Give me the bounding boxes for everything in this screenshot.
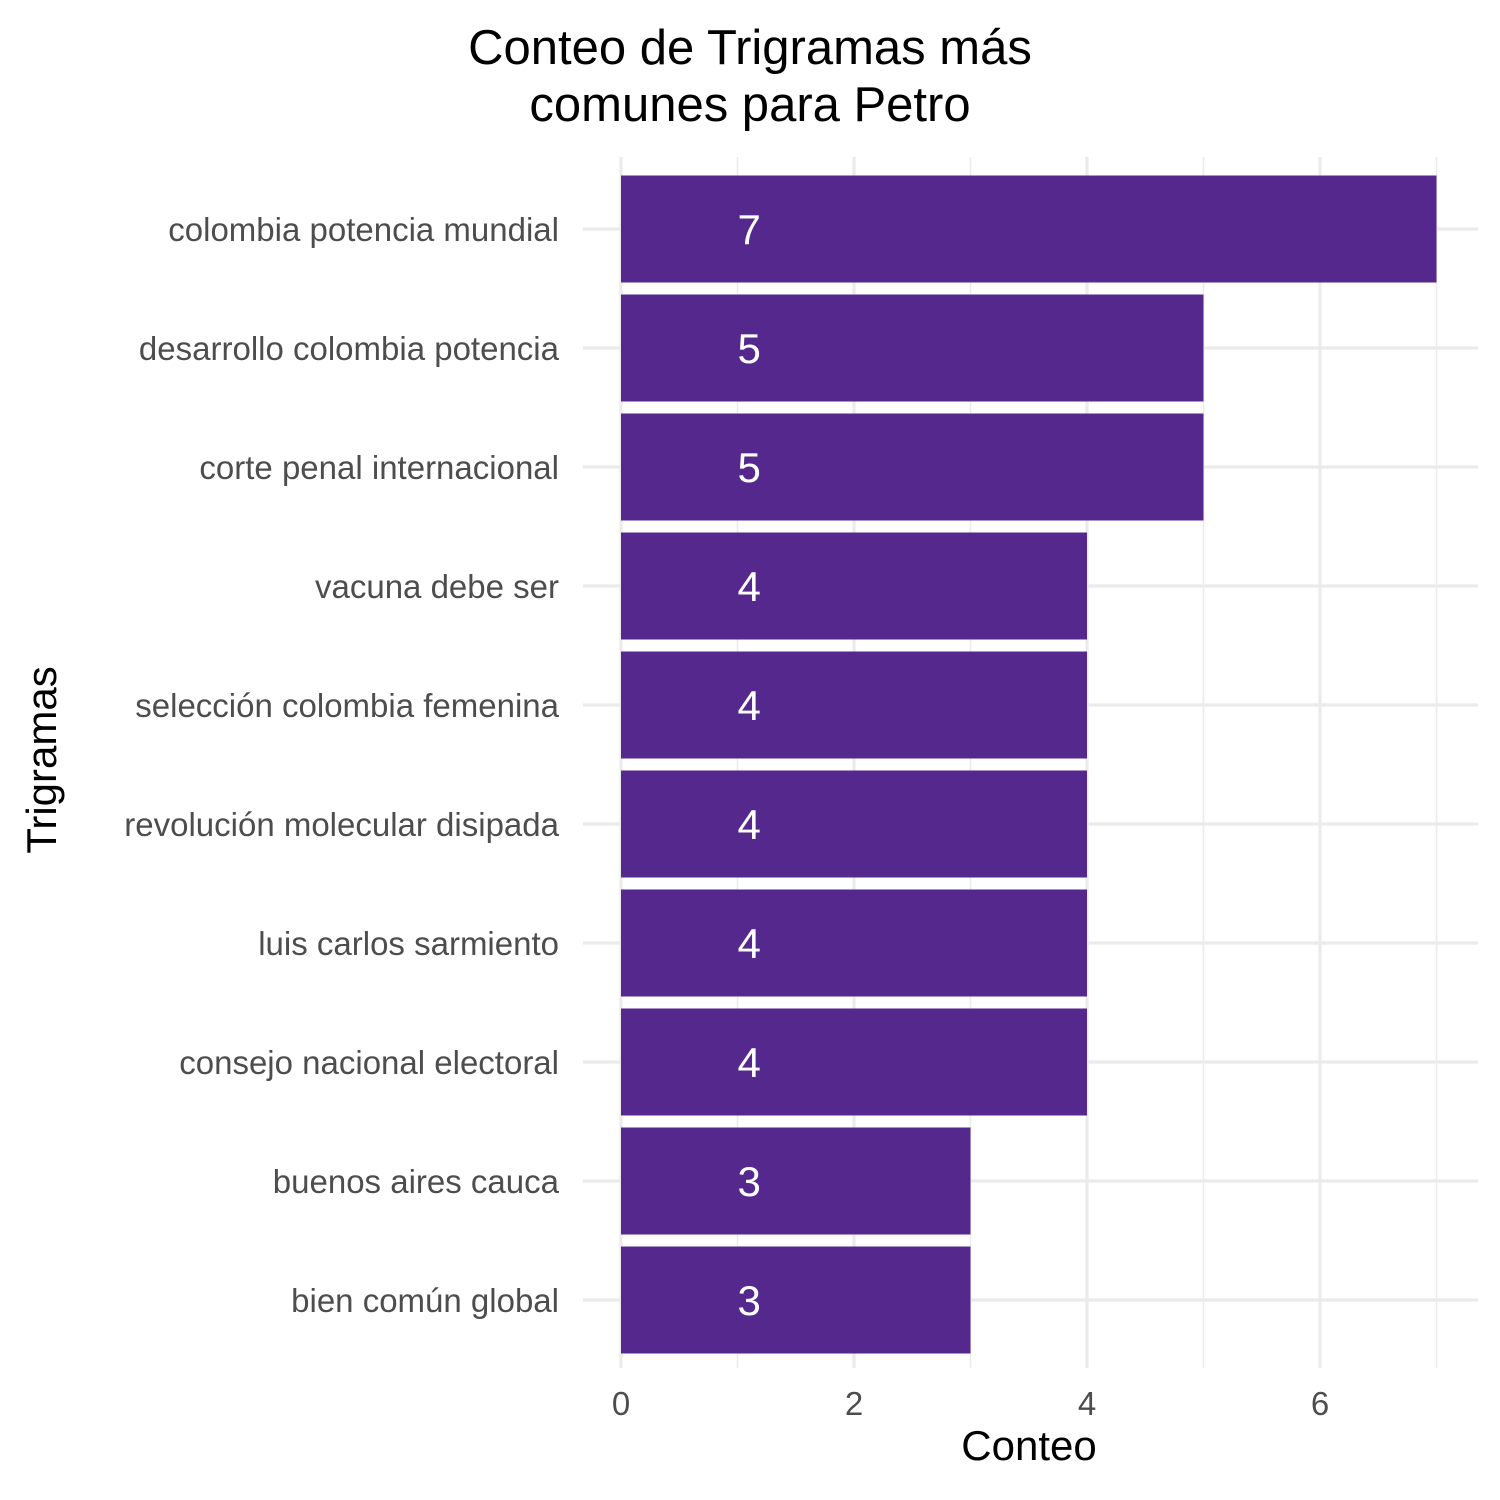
bar (621, 889, 1087, 997)
bar (621, 413, 1204, 521)
data-label: 4 (737, 801, 760, 848)
x-axis-title: Conteo (961, 1422, 1096, 1469)
y-tick-label: colombia potencia mundial (168, 211, 559, 248)
y-tick-label: corte penal internacional (199, 449, 559, 486)
y-axis-title: Trigramas (18, 666, 65, 853)
data-label: 3 (737, 1277, 760, 1324)
chart-title-line-1: Conteo de Trigramas más (468, 21, 1032, 75)
y-tick-label: desarrollo colombia potencia (139, 330, 560, 367)
data-label: 7 (737, 206, 760, 253)
bar (621, 1246, 971, 1354)
x-tick-label: 6 (1311, 1385, 1329, 1422)
y-tick-label: selección colombia femenina (135, 687, 559, 724)
bar (621, 175, 1437, 283)
data-label: 5 (737, 444, 760, 491)
bar (621, 532, 1087, 640)
data-label: 3 (737, 1158, 760, 1205)
bar (621, 294, 1204, 402)
bar (621, 1127, 971, 1235)
y-tick-label: luis carlos sarmiento (258, 925, 559, 962)
y-tick-label: buenos aires cauca (273, 1163, 560, 1200)
x-tick-label: 0 (612, 1385, 630, 1422)
y-tick-label: revolución molecular disipada (124, 806, 559, 843)
y-tick-label: bien común global (291, 1282, 559, 1319)
bar (621, 651, 1087, 759)
y-tick-label: consejo nacional electoral (179, 1044, 559, 1081)
x-axis-tick-labels: 0 2 4 6 (612, 1385, 1329, 1422)
data-label: 4 (737, 682, 760, 729)
y-tick-label: vacuna debe ser (315, 568, 559, 605)
bar (621, 1008, 1087, 1116)
chart-title-line-2: comunes para Petro (529, 78, 970, 132)
bars (621, 175, 1437, 1354)
data-labels: 7 5 5 4 4 4 4 4 3 3 (737, 206, 760, 1324)
data-label: 4 (737, 1039, 760, 1086)
x-tick-label: 4 (1078, 1385, 1096, 1422)
data-label: 4 (737, 563, 760, 610)
data-label: 4 (737, 920, 760, 967)
bar (621, 770, 1087, 878)
data-label: 5 (737, 325, 760, 372)
x-tick-label: 2 (845, 1385, 863, 1422)
y-axis-tick-labels: colombia potencia mundial desarrollo colo… (124, 211, 559, 1319)
